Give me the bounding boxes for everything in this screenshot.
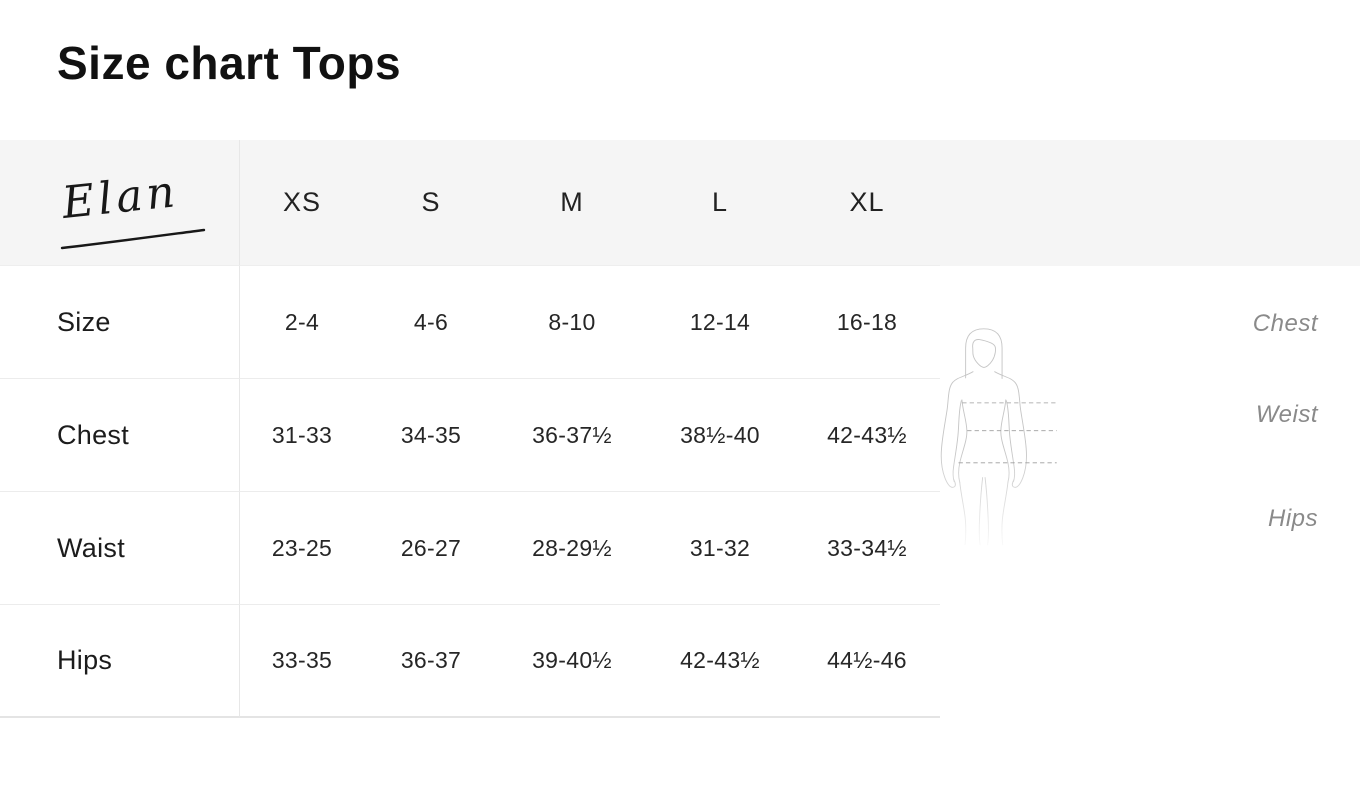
chest-cell-l: 38½-40 <box>646 379 794 492</box>
size-cell-s: 4-6 <box>364 266 498 379</box>
figure-outline-group <box>940 328 1027 546</box>
woman-body-outline-figure <box>940 328 1057 546</box>
table-row-label-chest: Chest <box>0 379 240 492</box>
hair-outline <box>965 328 1003 379</box>
size-column-header-m: M <box>498 140 646 266</box>
brand-logo-underline <box>60 228 206 250</box>
waist-cell-xs: 23-25 <box>240 492 364 605</box>
waist-cell-s: 26-27 <box>364 492 498 605</box>
size-cell-l: 12-14 <box>646 266 794 379</box>
size-column-header-l: L <box>646 140 794 266</box>
size-column-header-s: S <box>364 140 498 266</box>
hips-measure-label: Hips <box>1267 505 1318 532</box>
waist-cell-xl: 33-34½ <box>794 492 940 605</box>
hips-cell-m: 39-40½ <box>498 605 646 718</box>
waist-cell-m: 28-29½ <box>498 492 646 605</box>
table-row-label-hips: Hips <box>0 605 240 718</box>
right-leg-outline <box>1001 481 1009 546</box>
chest-cell-xl: 42-43½ <box>794 379 940 492</box>
waist-measure-label: Weist <box>1255 401 1318 428</box>
inner-leg-right-outline <box>984 477 989 546</box>
size-cell-xl: 16-18 <box>794 266 940 379</box>
left-torso-outline <box>958 399 968 483</box>
brand-logo-cell: Elan <box>0 140 240 266</box>
chest-cell-s: 34-35 <box>364 379 498 492</box>
chest-cell-xs: 31-33 <box>240 379 364 492</box>
hips-cell-l: 42-43½ <box>646 605 794 718</box>
size-cell-xs: 2-4 <box>240 266 364 379</box>
chest-measure-label: Chest <box>1252 310 1318 337</box>
brand-logo: Elan <box>59 166 182 229</box>
table-row-label-waist: Waist <box>0 492 240 605</box>
table-row-label-size: Size <box>0 266 240 379</box>
face-outline <box>972 339 996 368</box>
size-column-header-xs: XS <box>240 140 364 266</box>
left-inner-arm-outline <box>952 400 962 483</box>
size-table: Elan XS S M L XL Size 2-4 4-6 8-10 12-14… <box>0 140 940 718</box>
left-leg-outline <box>959 481 967 546</box>
chest-cell-m: 36-37½ <box>498 379 646 492</box>
inner-leg-left-outline <box>978 477 984 546</box>
right-inner-arm-outline <box>1005 400 1016 483</box>
left-arm-outline <box>940 371 974 488</box>
size-cell-m: 8-10 <box>498 266 646 379</box>
table-header-band <box>0 140 1360 266</box>
hips-cell-xs: 33-35 <box>240 605 364 718</box>
right-arm-outline <box>994 371 1027 488</box>
right-torso-outline <box>1000 399 1010 483</box>
hips-cell-s: 36-37 <box>364 605 498 718</box>
hips-cell-xl: 44½-46 <box>794 605 940 718</box>
size-column-header-xl: XL <box>794 140 940 266</box>
waist-cell-l: 31-32 <box>646 492 794 605</box>
page-title: Size chart Tops <box>57 37 402 89</box>
